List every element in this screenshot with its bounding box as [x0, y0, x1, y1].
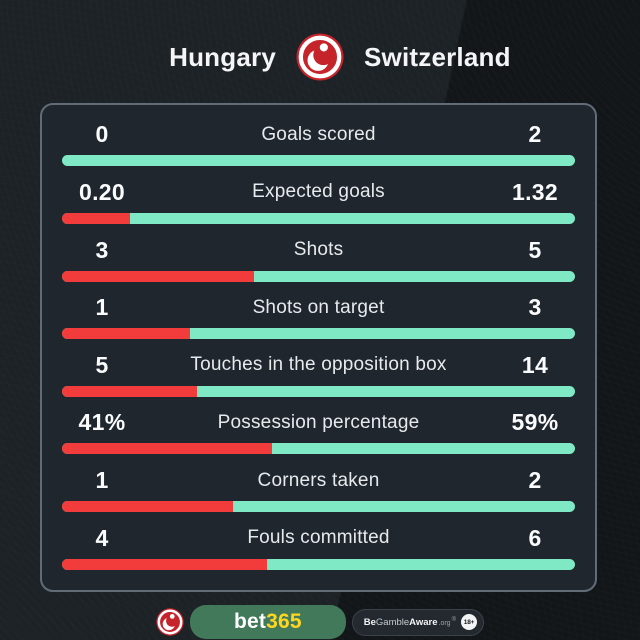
stat-line: 4 Fouls committed 6 [62, 525, 575, 552]
stat-line: 0 Goals scored 2 [62, 121, 575, 148]
home-value: 4 [95, 524, 109, 551]
stat-row: 5 Touches in the opposition box 14 [62, 346, 575, 404]
header: Hungary Switzerland [0, 33, 640, 81]
away-team-name: Switzerland [364, 41, 511, 72]
registered-mark: ® [451, 616, 456, 623]
stat-label: Goals scored [261, 123, 376, 145]
bet365-logo-bet: bet [234, 610, 267, 633]
age-18-badge: 18+ [461, 614, 477, 630]
home-value: 3 [95, 236, 109, 263]
stat-label: Shots on target [252, 296, 385, 318]
stat-bar [62, 385, 575, 397]
home-value: 1 [95, 294, 109, 321]
stat-row: 1 Corners taken 2 [62, 461, 575, 519]
begambleaware-be: Be [363, 616, 376, 628]
stat-line: 5 Touches in the opposition box 14 [62, 352, 575, 379]
away-value: 2 [528, 121, 542, 148]
home-bar-segment [62, 270, 255, 282]
stat-label: Touches in the opposition box [190, 354, 447, 376]
footer: bet 365 Be Gamble Aware .org ® 18+ [0, 604, 640, 640]
home-value: 5 [95, 351, 109, 378]
away-value: 6 [528, 524, 542, 551]
stats-card: 0 Goals scored 2 0.20 Expected goals 1.3… [40, 103, 597, 592]
bet365-logo: bet 365 [190, 605, 346, 639]
stat-row: 1 Shots on target 3 [62, 288, 575, 346]
stat-bar [62, 558, 575, 570]
home-bar-segment [62, 385, 197, 397]
stat-line: 41% Possession percentage 59% [62, 409, 575, 436]
begambleaware-gamble: Gamble [375, 616, 410, 628]
away-value: 2 [528, 467, 542, 494]
stat-label: Corners taken [257, 469, 380, 491]
stat-row: 4 Fouls committed 6 [62, 518, 575, 576]
stat-row: 0 Goals scored 2 [62, 115, 575, 173]
away-value: 3 [528, 294, 542, 321]
home-value: 0.20 [79, 178, 125, 205]
stat-line: 3 Shots 5 [62, 237, 575, 264]
home-bar-segment [62, 212, 130, 224]
home-bar-segment [62, 443, 273, 455]
begambleaware-badge: Be Gamble Aware .org ® 18+ [351, 608, 484, 636]
stat-bar [62, 501, 575, 513]
stat-label: Fouls committed [247, 527, 390, 549]
stat-bar [62, 443, 575, 455]
home-bar-segment [62, 501, 233, 513]
begambleaware-label: Be Gamble Aware .org ® [364, 617, 456, 628]
begambleaware-org: .org [438, 619, 451, 627]
home-value: 0 [95, 121, 109, 148]
away-value: 14 [521, 351, 549, 378]
home-value: 41% [78, 409, 126, 436]
stat-row: 41% Possession percentage 59% [62, 403, 575, 461]
bet365-logo-365: 365 [266, 610, 302, 633]
stat-line: 1 Shots on target 3 [62, 294, 575, 321]
stat-row: 3 Shots 5 [62, 230, 575, 288]
stat-label: Possession percentage [217, 411, 420, 433]
home-value: 1 [95, 467, 109, 494]
bet365-ball-icon [296, 33, 344, 81]
stat-line: 1 Corners taken 2 [62, 467, 575, 494]
stat-row: 0.20 Expected goals 1.32 [62, 173, 575, 231]
stat-bar [62, 270, 575, 282]
begambleaware-aware: Aware [409, 616, 438, 628]
away-value: 1.32 [512, 178, 558, 205]
stat-label: Shots [293, 239, 344, 261]
stat-bar [62, 328, 575, 340]
away-value: 5 [528, 236, 542, 263]
home-bar-segment [62, 328, 191, 340]
stat-bar [62, 212, 575, 224]
bet365-ball-icon-small [156, 608, 184, 636]
away-value: 59% [511, 409, 559, 436]
stat-bar [62, 155, 575, 167]
home-bar-segment [62, 558, 268, 570]
home-team-name: Hungary [169, 41, 276, 72]
stat-label: Expected goals [252, 181, 385, 203]
stat-line: 0.20 Expected goals 1.32 [62, 179, 575, 206]
